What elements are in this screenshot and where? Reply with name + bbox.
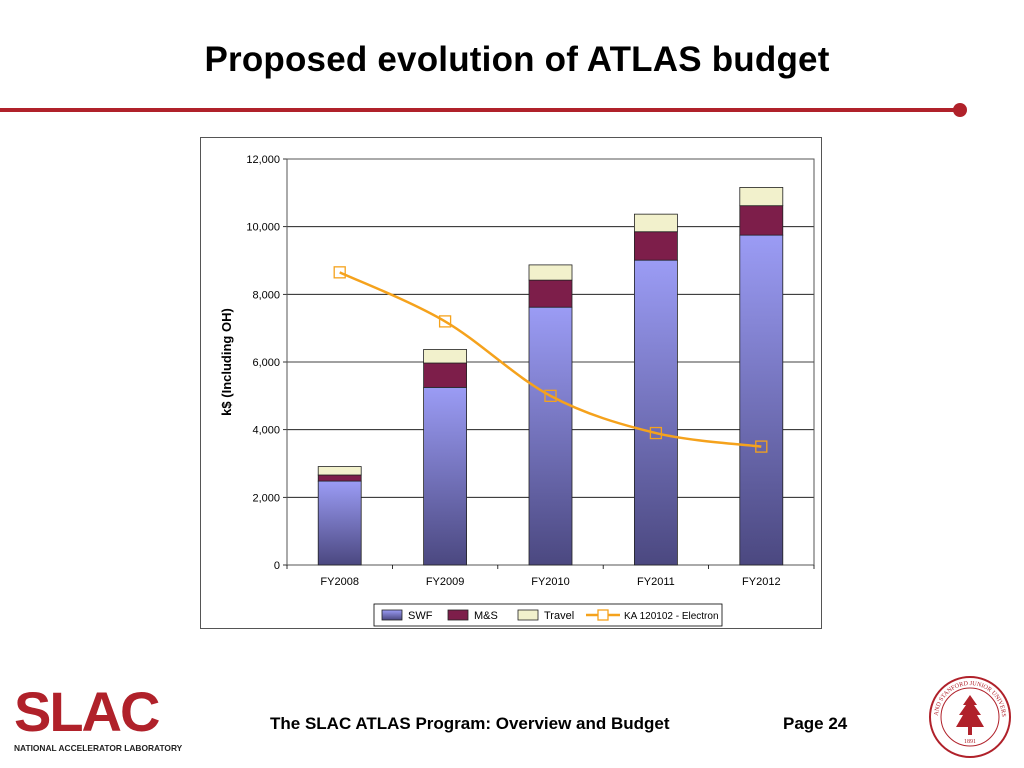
- x-tick-label: FY2012: [742, 576, 781, 588]
- bar-m-s-fy2009: [423, 362, 468, 388]
- bar-swf-fy2009: [423, 386, 468, 566]
- legend-swatch-travel: [517, 609, 539, 621]
- tree-icon: [956, 695, 984, 727]
- bar-swf-fy2011: [633, 259, 678, 566]
- stanford-seal: LELAND STANFORD JUNIOR UNIVERSITY 1891: [928, 675, 1011, 758]
- x-tick-label: FY2008: [320, 576, 359, 588]
- budget-chart: 0 2,000 4,000 6,000 8,000 10,000 12,000 FY2008 F…: [219, 154, 815, 627]
- bar-travel-fy2008: [317, 466, 362, 476]
- seal-year: 1891: [964, 739, 976, 745]
- line-marker-fy2008: [333, 266, 346, 279]
- x-tick-label: FY2010: [531, 576, 570, 588]
- legend-label-m-s: M&S: [474, 610, 498, 622]
- y-tick-label: 8,000: [252, 289, 280, 301]
- page-number: Page 24: [783, 714, 848, 733]
- slac-logo-text: SLAC: [14, 683, 159, 743]
- x-tick-label: FY2009: [426, 576, 465, 588]
- line-marker-fy2012: [755, 440, 768, 453]
- title-divider: [0, 108, 958, 112]
- bar-m-s-fy2011: [633, 231, 678, 261]
- y-tick-label: 6,000: [252, 357, 280, 369]
- y-tick-label: 12,000: [246, 154, 280, 166]
- bar-travel-fy2009: [423, 349, 468, 364]
- y-tick-label: 2,000: [252, 492, 280, 504]
- legend-label-ka-120102-electron: KA 120102 - Electron: [624, 611, 719, 622]
- legend-marker-ka-120102-electron: [597, 609, 609, 621]
- y-tick-label: 0: [274, 560, 280, 572]
- chart-frame: [200, 137, 822, 629]
- bar-swf-fy2008: [317, 480, 362, 566]
- bar-m-s-fy2008: [317, 474, 362, 482]
- legend-label-travel: Travel: [544, 610, 574, 622]
- bar-travel-fy2012: [739, 187, 784, 207]
- bar-m-s-fy2010: [528, 279, 573, 308]
- line-marker-fy2011: [649, 426, 663, 440]
- slide-title: Proposed evolution of ATLAS budget: [204, 40, 830, 79]
- bar-swf-fy2010: [528, 306, 573, 566]
- slac-logo-subtitle: NATIONAL ACCELERATOR LABORATORY: [14, 743, 183, 753]
- line-marker-fy2010: [544, 389, 557, 402]
- footer-title: The SLAC ATLAS Program: Overview and Bud…: [270, 714, 670, 733]
- legend: [373, 603, 723, 627]
- legend-label-swf: SWF: [408, 610, 433, 622]
- bar-m-s-fy2012: [739, 205, 784, 236]
- legend-swatch-swf: [381, 609, 403, 621]
- bar-travel-fy2010: [528, 264, 573, 281]
- x-tick-label: FY2011: [637, 576, 675, 588]
- slac-logo: SLAC NATIONAL ACCELERATOR LABORATORY: [14, 683, 183, 753]
- title-divider-dot: [953, 103, 967, 117]
- bar-swf-fy2012: [739, 234, 784, 566]
- legend-swatch-m-s: [447, 609, 469, 621]
- line-ka-120102-electron: [339, 271, 762, 448]
- y-axis-label: k$ (Including OH): [219, 308, 234, 416]
- y-tick-label: 10,000: [246, 222, 280, 234]
- bar-travel-fy2011: [633, 213, 678, 233]
- line-marker-fy2009: [438, 315, 452, 328]
- y-tick-label: 4,000: [252, 425, 280, 437]
